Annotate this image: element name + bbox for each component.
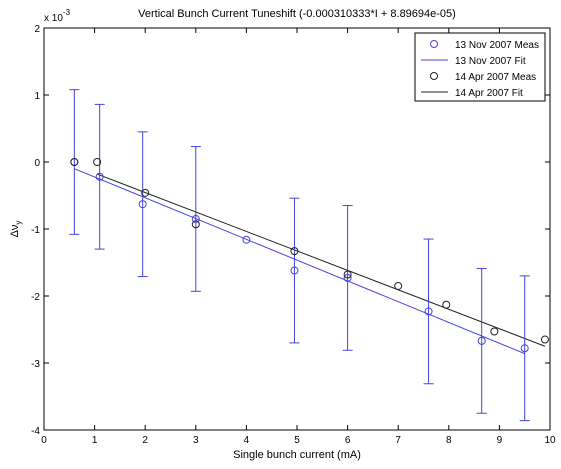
x-tick-label: 3 [193,435,199,446]
data-point [490,327,499,336]
y-tick-label: -3 [31,359,40,370]
y-tick-label: -1 [31,225,40,236]
data-point [191,214,200,223]
x-tick-label: 5 [294,435,300,446]
data-point [394,281,403,290]
error-bars [69,89,530,422]
data-point [70,158,79,166]
data-point [442,300,451,309]
x-tick-label: 1 [92,435,98,446]
legend: 13 Nov 2007 Meas 13 Nov 2007 Fit 14 Apr 20… [414,32,546,102]
fit-line [74,168,525,355]
data-markers [70,158,549,353]
fit-line [96,173,546,347]
legend-entry-label: 14 Apr 2007 Fit [455,88,523,99]
data-point [424,307,433,316]
x-tick-label: 10 [544,435,556,446]
x-tick-label: 8 [446,435,452,446]
data-point [191,220,200,229]
data-point [477,336,486,345]
data-point [343,273,352,282]
data-point [141,188,150,197]
data-point [290,247,299,256]
legend-entry-label: 14 Apr 2007 Meas [455,72,536,83]
x-tick-label: 7 [395,435,401,446]
legend-entry-label: 13 Nov 2007 Fit [455,56,526,67]
y-tick-label: 0 [34,158,40,169]
y-tick-label: -4 [31,426,40,437]
x-tick-label: 9 [497,435,503,446]
x-tick-label: 2 [142,435,148,446]
y-tick-label: 2 [34,24,40,35]
legend-marker-swatch [430,40,438,48]
y-tick-label: 1 [34,91,40,102]
x-tick-label: 6 [345,435,351,446]
y-tick-label: -2 [31,292,40,303]
x-tick-label: 0 [41,435,47,446]
data-point [93,158,102,166]
y-exponent-label: x 10-3 [44,8,71,24]
axis-ticks: 0 1 2 3 4 5 6 7 8 9 10 -4 -3 -2 -1 0 1 2 [31,24,556,446]
chart-title: Vertical Bunch Current Tuneshift (-0.000… [138,8,456,20]
data-point [343,270,352,279]
legend-entry-label: 13 Nov 2007 Meas [455,40,539,51]
data-point [138,200,147,209]
legend-box [414,32,546,102]
fit-lines [74,168,546,355]
data-point [242,235,251,244]
y-axis-label: Δνy [9,221,23,238]
data-point [95,172,104,181]
data-point [520,344,529,353]
data-point [290,266,299,275]
x-axis-label: Single bunch current (mA) [233,449,361,461]
legend-marker-swatch [430,72,438,80]
x-tick-label: 4 [244,435,250,446]
data-point [540,335,549,344]
